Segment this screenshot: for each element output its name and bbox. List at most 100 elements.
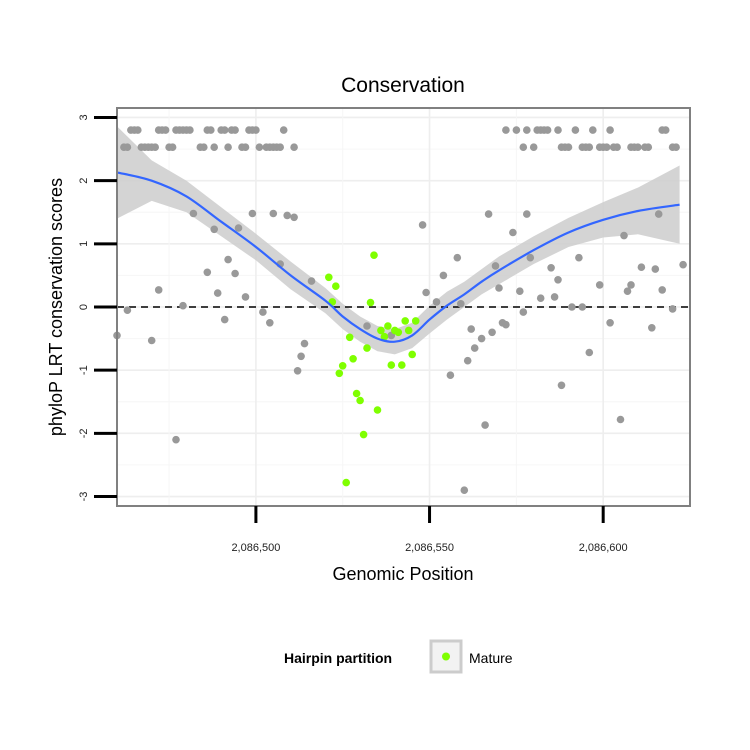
point-other [297, 352, 305, 361]
point-other [648, 324, 656, 332]
point-mature [332, 282, 340, 291]
point-other [161, 126, 170, 134]
y-tick-label: -1 [78, 365, 90, 375]
point-other [255, 143, 264, 151]
point-other [290, 143, 298, 151]
point-other [484, 210, 493, 218]
point-other [276, 143, 285, 151]
point-other [651, 265, 660, 273]
point-other [654, 210, 663, 218]
point-other [147, 336, 156, 345]
point-other [578, 303, 587, 311]
point-other [151, 143, 159, 151]
point-other [123, 306, 132, 315]
smooth-line-group [116, 171, 680, 343]
point-other [220, 126, 229, 134]
point-other [234, 224, 243, 232]
point-other [585, 143, 594, 151]
point-mature [352, 389, 361, 398]
point-other [259, 308, 267, 316]
y-axis-title: phyloP LRT conservation scores [46, 178, 66, 436]
point-mature [401, 317, 410, 325]
point-mature [338, 362, 347, 370]
point-other [168, 143, 177, 151]
point-other [602, 143, 611, 151]
point-other [589, 126, 597, 134]
point-other [363, 322, 371, 330]
point-other [516, 287, 524, 296]
point-mature [384, 322, 392, 330]
point-other [293, 367, 302, 375]
point-mature [342, 478, 351, 487]
point-other [523, 210, 531, 218]
point-other [571, 126, 580, 134]
legend-label-mature: Mature [469, 650, 513, 666]
point-other [481, 421, 489, 429]
point-other [616, 415, 625, 424]
point-other [644, 143, 653, 151]
point-other [519, 143, 528, 151]
point-other [290, 213, 298, 222]
point-mature [325, 273, 333, 282]
point-mature [380, 332, 389, 341]
legend: Hairpin partition Mature [284, 639, 513, 674]
point-other [220, 315, 229, 324]
point-other [509, 228, 517, 237]
chart-title-group: Conservation [341, 74, 465, 97]
point-other [224, 255, 232, 264]
point-other [439, 271, 448, 280]
chart-title: Conservation [341, 74, 465, 97]
point-other [658, 286, 666, 294]
y-tick-label: -3 [78, 492, 90, 502]
point-other [564, 143, 573, 151]
data-points [113, 126, 687, 495]
point-other [519, 308, 528, 316]
point-other [543, 126, 552, 134]
point-other [224, 143, 232, 151]
point-other [422, 288, 430, 297]
point-other [634, 143, 642, 151]
point-other [432, 298, 441, 306]
point-other [554, 276, 562, 284]
point-other [575, 253, 583, 262]
point-other [453, 253, 462, 262]
x-axis-title: Genomic Position [332, 564, 473, 584]
point-other [547, 264, 555, 272]
point-other [186, 126, 194, 134]
y-axis: -3 -2 -1 0 1 2 3 [78, 114, 117, 501]
y-tick-label: 1 [78, 241, 90, 247]
point-mature [411, 317, 420, 325]
smooth-line [116, 171, 680, 343]
point-other [269, 209, 278, 218]
point-other [203, 268, 212, 277]
x-axis: 2,086,500 2,086,550 2,086,600 [231, 506, 628, 554]
point-mature [398, 361, 406, 369]
point-other [134, 126, 142, 134]
point-other [502, 320, 510, 329]
point-other [189, 209, 198, 218]
y-tick-label: 2 [78, 178, 90, 184]
point-other [477, 334, 486, 343]
point-other [679, 260, 687, 269]
point-other [585, 348, 594, 357]
point-other [637, 263, 646, 272]
point-other [467, 325, 476, 333]
point-other [550, 293, 559, 301]
point-other [200, 143, 208, 151]
point-other [470, 344, 479, 352]
point-other [529, 143, 538, 151]
point-mature [359, 430, 368, 439]
point-other [457, 300, 465, 308]
point-other [231, 269, 239, 278]
confidence-band [117, 126, 680, 355]
point-mature [373, 406, 382, 414]
point-other [512, 126, 521, 134]
point-other [123, 143, 132, 151]
legend-key-box [429, 639, 463, 674]
point-other [241, 293, 250, 301]
point-other [266, 319, 274, 327]
point-other [491, 262, 500, 270]
y-tick-label: 0 [78, 304, 90, 310]
point-other [526, 253, 535, 262]
